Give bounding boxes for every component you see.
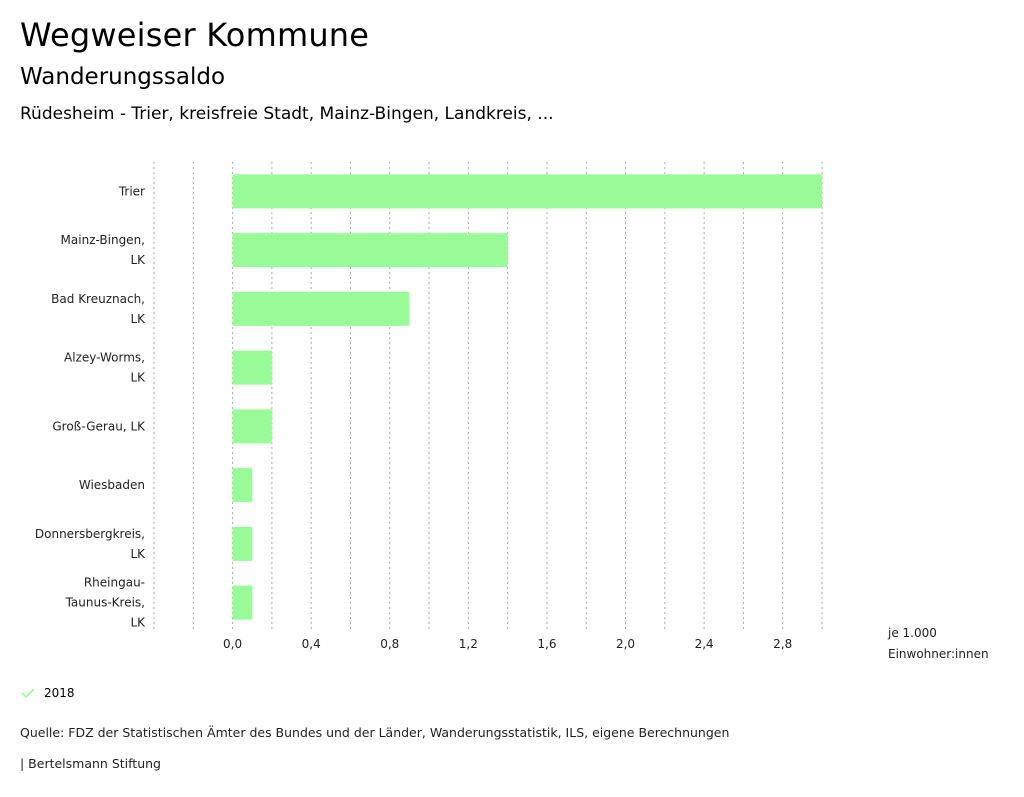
bar: [232, 174, 822, 209]
category-label-line: Alzey-Worms,: [64, 351, 145, 365]
category-label: Mainz-Bingen, LK: [61, 233, 147, 267]
category-label-line: LK: [130, 547, 146, 561]
category-label-line: Donnersbergkreis,: [35, 527, 145, 541]
legend-check-icon[interactable]: [20, 686, 36, 700]
x-unit-label: Einwohner:innen: [888, 647, 989, 661]
category-label-line: LK: [130, 616, 146, 630]
x-tick-label: 0,0: [223, 637, 242, 651]
category-label-line: Rheingau-: [84, 576, 145, 590]
chart-title: Wegweiser Kommune: [20, 16, 370, 54]
category-label: Bad Kreuznach, LK: [51, 292, 146, 326]
category-label: Trier: [118, 184, 145, 198]
x-tick-label: 0,4: [302, 637, 321, 651]
x-tick-label: 1,6: [537, 637, 556, 651]
category-label: Rheingau- Taunus-Kreis, LK: [65, 576, 147, 630]
x-tick-label: 0,8: [380, 637, 399, 651]
category-label: Groß-Gerau, LK: [52, 419, 146, 433]
category-label: Donnersbergkreis, LK: [35, 527, 146, 561]
bar: [232, 468, 253, 503]
x-tick-label: 1,2: [459, 637, 478, 651]
category-label-line: LK: [130, 253, 146, 267]
category-label-line: Bad Kreuznach,: [51, 292, 145, 306]
x-tick-label: 2,8: [773, 637, 792, 651]
bar: [232, 409, 272, 444]
bar: [232, 233, 508, 268]
category-label-line: LK: [130, 312, 146, 326]
bar: [232, 291, 410, 326]
bar: [232, 526, 253, 561]
legend[interactable]: 2018: [20, 686, 75, 700]
legend-label: 2018: [44, 686, 75, 700]
brand-credit: | Bertelsmann Stiftung: [20, 756, 161, 771]
region-selection: Rüdesheim - Trier, kreisfreie Stadt, Mai…: [20, 104, 554, 124]
source-note: Quelle: FDZ der Statistischen Ämter des …: [20, 725, 730, 740]
category-label-line: Wiesbaden: [79, 478, 145, 492]
x-tick-label: 2,0: [616, 637, 635, 651]
bar: [232, 350, 272, 385]
bar: [232, 585, 253, 620]
category-label-line: Taunus-Kreis,: [65, 596, 145, 610]
chart-subtitle: Wanderungssaldo: [20, 64, 226, 90]
x-tick-label: 2,4: [695, 637, 714, 651]
category-label: Alzey-Worms, LK: [64, 351, 146, 385]
category-label-line: LK: [130, 371, 146, 385]
category-label: Wiesbaden: [79, 478, 145, 492]
category-label-line: Trier: [118, 184, 145, 198]
category-label-line: Groß-Gerau, LK: [52, 419, 146, 433]
category-label-line: Mainz-Bingen,: [61, 233, 145, 247]
x-unit-label: je 1.000: [887, 626, 937, 640]
